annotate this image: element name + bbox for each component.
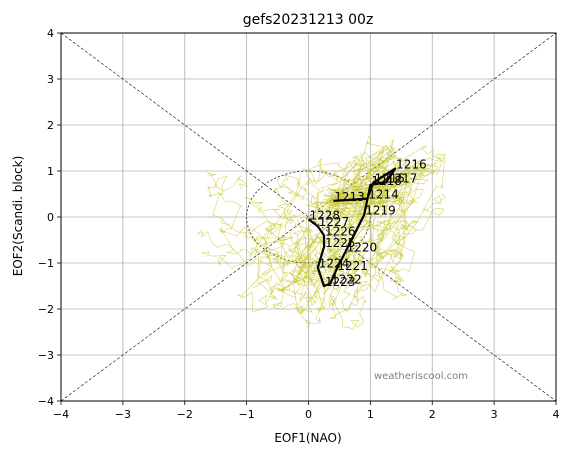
member-track — [293, 194, 383, 328]
chart-title: gefs20231213 00z — [243, 12, 374, 28]
date-label-1220: 1220 — [347, 241, 378, 255]
y-axis-ticks: −4 −3 −2 −1 0 1 2 3 4 — [38, 27, 61, 408]
member-track — [196, 150, 396, 294]
x-axis-ticks: −4 −3 −2 −1 0 1 2 3 4 — [53, 401, 560, 421]
date-label-1224: 1224 — [319, 257, 350, 271]
ensemble-member-tracks — [196, 135, 447, 331]
date-label-1222: 1222 — [331, 273, 362, 287]
watermark: weatheriscool.com — [374, 371, 468, 382]
x-tick-label: −2 — [177, 408, 193, 421]
y-tick-label: −1 — [38, 257, 54, 270]
x-tick-label: 4 — [553, 408, 560, 421]
y-tick-label: −3 — [38, 349, 54, 362]
y-tick-label: 3 — [47, 73, 54, 86]
date-label-1216: 1216 — [396, 158, 427, 172]
y-tick-label: −4 — [38, 395, 54, 408]
mean-track-line — [307, 167, 397, 288]
x-tick-label: −4 — [53, 408, 69, 421]
member-track — [327, 163, 424, 275]
y-tick-label: 1 — [47, 165, 54, 178]
x-tick-label: 0 — [305, 408, 312, 421]
diagonal-line — [60, 32, 557, 402]
x-tick-label: 3 — [491, 408, 498, 421]
y-tick-label: −2 — [38, 303, 54, 316]
y-tick-label: 4 — [47, 27, 54, 40]
ensemble-mean-track — [307, 167, 397, 288]
y-tick-label: 0 — [47, 211, 54, 224]
diagonal-reference-lines — [60, 32, 557, 402]
date-label-1223: 1223 — [325, 275, 356, 289]
member-track — [290, 157, 403, 299]
x-tick-label: 1 — [367, 408, 374, 421]
y-tick-label: 2 — [47, 119, 54, 132]
member-track — [273, 144, 396, 267]
y-axis-label: EOF2(Scandi. block) — [11, 156, 25, 277]
x-tick-label: 2 — [429, 408, 436, 421]
date-label-1227: 1227 — [319, 215, 350, 229]
unit-circle — [246, 170, 371, 264]
member-track — [249, 171, 429, 281]
member-track — [318, 170, 410, 311]
date-label-1228: 1228 — [310, 208, 341, 222]
x-axis-label: EOF1(NAO) — [274, 431, 341, 445]
member-track — [243, 165, 387, 278]
member-track — [212, 150, 384, 249]
date-label-1217: 1217 — [387, 172, 418, 186]
date-label-1219: 1219 — [365, 204, 396, 218]
member-track — [206, 155, 361, 256]
date-label-1225: 1225 — [325, 236, 356, 250]
date-label-1221: 1221 — [337, 259, 368, 273]
date-label-1218: 1218 — [371, 174, 402, 188]
date-label-1214: 1214 — [368, 188, 399, 202]
date-label-1213: 1213 — [334, 190, 365, 204]
x-tick-label: −1 — [239, 408, 255, 421]
date-label-1226: 1226 — [325, 224, 356, 238]
member-track — [337, 145, 447, 259]
member-track — [305, 162, 438, 263]
member-track — [328, 157, 411, 286]
diagonal-line — [60, 32, 557, 402]
x-tick-label: −3 — [115, 408, 131, 421]
member-track — [281, 135, 391, 219]
date-label-1215: 1215 — [374, 172, 405, 186]
unit-circle-outline — [246, 170, 371, 264]
